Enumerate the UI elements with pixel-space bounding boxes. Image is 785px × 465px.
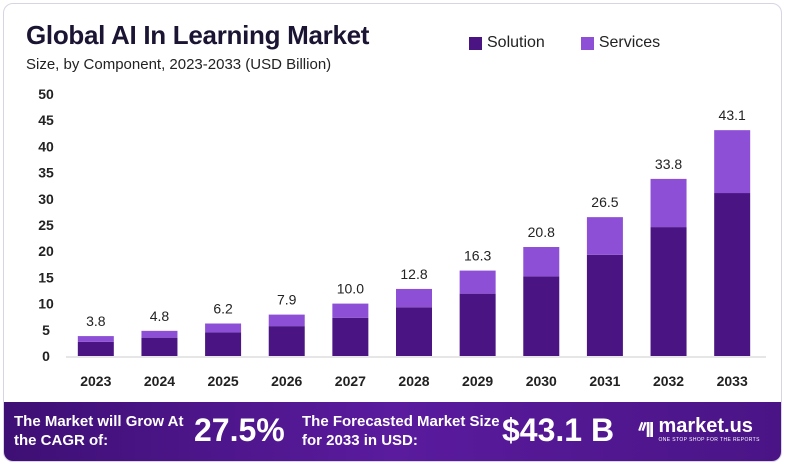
y-tick-label: 40 [38, 138, 54, 154]
bar-total-label: 7.9 [277, 292, 297, 308]
x-tick-label: 2030 [526, 373, 557, 389]
cagr-value: 27.5% [194, 412, 285, 448]
bar-total-label: 20.8 [528, 224, 555, 240]
chart-legend: Solution Services [469, 34, 696, 52]
bar-services-2029 [459, 270, 496, 294]
x-tick-label: 2025 [208, 373, 239, 389]
brand-name: market.us [658, 415, 753, 437]
forecast-value: $43.1 B [502, 412, 615, 448]
bar-solution-2033 [714, 193, 751, 356]
bar-services-2026 [268, 314, 305, 327]
legend-item-services: Services [580, 34, 661, 52]
x-tick-label: 2031 [589, 373, 620, 389]
cagr-label: The Market will Grow At the CAGR of: [14, 413, 184, 449]
market-us-logo-icon: ᐥll [638, 419, 655, 442]
bar-solution-2023 [77, 341, 114, 356]
y-tick-label: 30 [38, 191, 54, 207]
chart-title: Global AI In Learning Market [26, 20, 370, 50]
bar-services-2030 [523, 247, 560, 277]
brand-text: market.us ONE STOP SHOP FOR THE REPORTS [658, 416, 759, 444]
legend-item-solution: Solution [469, 34, 545, 52]
bar-services-2033 [714, 130, 751, 194]
legend-label-services: Services [598, 34, 661, 51]
y-tick-label: 15 [38, 269, 54, 285]
bar-total-label: 43.1 [719, 107, 746, 123]
bar-services-2025 [205, 323, 242, 333]
y-tick-label: 25 [38, 217, 54, 233]
summary-banner: The Market will Grow At the CAGR of: 27.… [4, 402, 781, 461]
bar-chart: 051015202530354045503.820234.820246.2202… [38, 86, 766, 389]
y-tick-label: 50 [38, 86, 54, 102]
bar-solution-2029 [459, 293, 496, 356]
bar-solution-2031 [586, 254, 623, 356]
legend-swatch-services [580, 36, 594, 50]
bar-total-label: 12.8 [400, 266, 427, 282]
bar-solution-2028 [396, 307, 432, 356]
bar-services-2027 [332, 303, 369, 318]
x-tick-label: 2032 [653, 373, 684, 389]
x-tick-label: 2023 [80, 373, 111, 389]
bar-solution-2026 [268, 326, 305, 356]
y-tick-label: 0 [42, 348, 50, 364]
legend-swatch-solution [469, 36, 482, 50]
bar-total-label: 4.8 [150, 308, 170, 324]
bar-services-2032 [650, 178, 687, 228]
bar-solution-2024 [141, 337, 178, 356]
bar-total-label: 26.5 [591, 194, 618, 210]
bar-solution-2027 [332, 317, 369, 356]
x-tick-label: 2029 [462, 373, 493, 389]
y-tick-label: 5 [42, 322, 50, 338]
chart-card: Global AI In Learning Market Size, by Co… [3, 3, 782, 462]
bar-total-label: 6.2 [213, 301, 233, 317]
bar-services-2028 [396, 288, 432, 308]
x-tick-label: 2033 [717, 373, 748, 389]
bar-total-label: 16.3 [464, 248, 491, 264]
bar-services-2024 [141, 330, 178, 338]
brand-logo: ᐥll market.us ONE STOP SHOP FOR THE REPO… [638, 416, 760, 444]
bar-solution-2025 [205, 332, 242, 356]
y-tick-label: 35 [38, 165, 54, 181]
legend-label-solution: Solution [487, 34, 545, 51]
bar-total-label: 33.8 [655, 156, 682, 172]
bar-total-label: 10.0 [337, 281, 364, 297]
chart-subtitle: Size, by Component, 2023-2033 (USD Billi… [26, 56, 332, 73]
bar-total-label: 3.8 [86, 313, 106, 329]
bar-solution-2030 [523, 276, 560, 356]
bar-services-2023 [77, 336, 114, 342]
forecast-label: The Forecasted Market Size for 2033 in U… [302, 413, 500, 449]
x-tick-label: 2028 [398, 373, 429, 389]
y-tick-label: 20 [38, 243, 54, 259]
x-tick-label: 2027 [335, 373, 366, 389]
x-tick-label: 2026 [271, 373, 302, 389]
brand-tagline: ONE STOP SHOP FOR THE REPORTS [658, 437, 760, 443]
y-tick-label: 45 [38, 112, 54, 128]
y-tick-label: 10 [38, 296, 54, 312]
x-tick-label: 2024 [144, 373, 175, 389]
bar-solution-2032 [650, 227, 687, 356]
bar-services-2031 [586, 217, 623, 255]
